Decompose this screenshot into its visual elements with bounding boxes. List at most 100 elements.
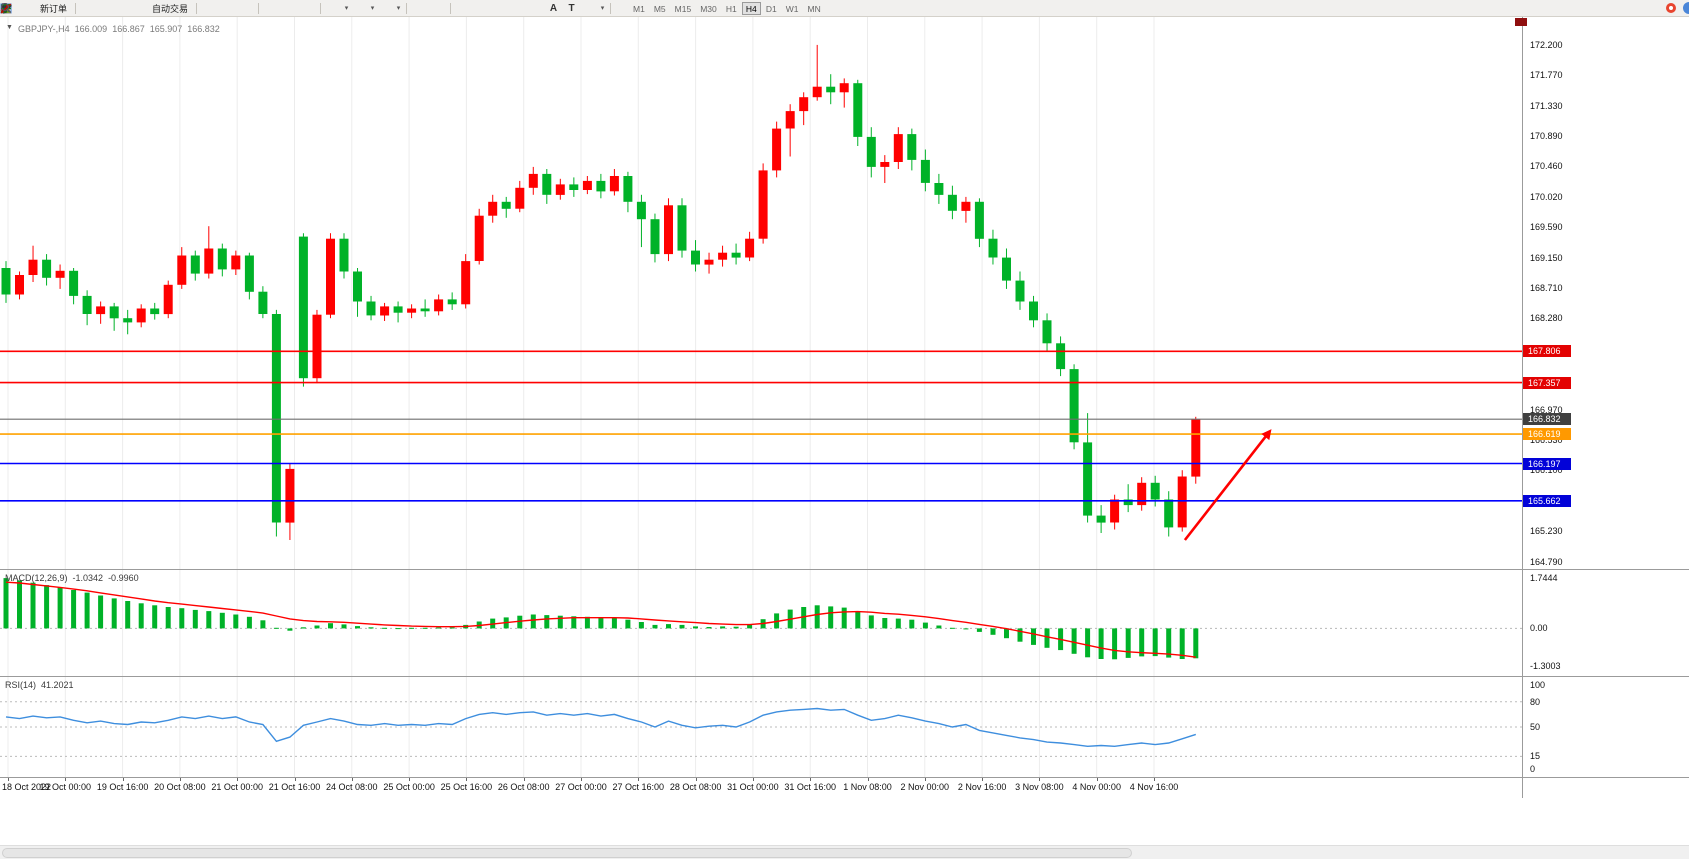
macd-histogram-bar [422, 627, 428, 629]
bar-chart-icon[interactable] [0, 1, 218, 16]
price-label: 166.970 [1530, 404, 1563, 415]
time-label: 21 Oct 16:00 [268, 782, 321, 792]
candle-body [1015, 280, 1025, 302]
macd-histogram-bar [1112, 628, 1118, 660]
macd-histogram-bar [57, 587, 63, 629]
cursor-icon[interactable] [2, 1, 428, 16]
price-label: 170.890 [1530, 131, 1563, 142]
candle-body [298, 236, 308, 379]
periods-dropdown-caret-icon[interactable]: ▾ [370, 5, 375, 12]
time-axis[interactable]: 18 Oct 2022 19 Oct 00:00 19 Oct 16:00 20 Oc… [0, 778, 1689, 797]
trend-arrow-line[interactable] [1183, 433, 1269, 541]
scrollbar-thumb[interactable] [2, 848, 1132, 858]
macd-histogram-bar [584, 616, 590, 629]
candle-body [745, 238, 755, 258]
macd-histogram-bar [328, 623, 333, 629]
macd-histogram-bar [1044, 628, 1050, 648]
auto-trading-button[interactable]: 自动交易 [1, 1, 192, 16]
horizontal-scrollbar[interactable] [0, 845, 1689, 859]
profiles-folder-icon[interactable] [0, 1, 97, 16]
price-scale[interactable]: 167.806 167.357 166.832 166.619 166.197 165.6… [1523, 17, 1689, 798]
candle-body [1123, 499, 1133, 506]
text-tool-icon[interactable]: A [549, 2, 558, 14]
timeframe-button-m30[interactable]: M30 [700, 3, 717, 14]
zoom-in-icon[interactable] [1, 1, 280, 16]
price-label: 170.460 [1530, 161, 1563, 172]
horizontal-line-tool-icon[interactable] [1, 1, 490, 16]
time-tick [752, 778, 754, 781]
macd-histogram-bar [814, 605, 820, 629]
panel-separator[interactable] [0, 676, 1689, 677]
new-order-button[interactable]: 新订单 [0, 1, 71, 16]
price-tag: 167.806 [1523, 345, 1571, 358]
macd-histogram-bar [557, 615, 563, 629]
candle-body [1083, 442, 1093, 516]
indicators-dropdown-caret-icon[interactable]: ▾ [344, 5, 349, 12]
timeframe-button-h4[interactable]: H4 [741, 1, 761, 15]
macd-histogram-bar [936, 625, 942, 629]
indicators-icon[interactable] [0, 1, 342, 16]
arrows-dropdown-caret-icon[interactable]: ▾ [600, 5, 605, 12]
crosshair-icon[interactable] [1, 1, 446, 16]
time-tick [409, 778, 411, 781]
accounts-icon[interactable] [1, 1, 115, 16]
macd-histogram-bar [165, 607, 171, 629]
templates-dropdown-caret-icon[interactable]: ▾ [396, 5, 401, 12]
alerts-icon[interactable] [1, 1, 133, 16]
panel-separator[interactable] [0, 569, 1689, 570]
rsi-scale-label: 80 [1530, 696, 1541, 707]
candle-body [907, 134, 917, 160]
candle-body [623, 176, 633, 202]
timeframe-button-m1[interactable]: M1 [633, 3, 645, 14]
macd-histogram-bar [1004, 628, 1009, 639]
price-label: 164.790 [1530, 556, 1563, 567]
price-chart[interactable] [0, 17, 1522, 569]
arrows-tool-icon[interactable] [1, 1, 598, 16]
timeframe-button-w1[interactable]: W1 [785, 3, 799, 14]
macd-main-value: -1.0342 [72, 573, 104, 583]
periods-clock-icon[interactable] [0, 1, 368, 16]
macd-histogram-bar [192, 609, 198, 629]
candlesticks-icon[interactable] [1, 1, 236, 16]
price-label: 165.230 [1530, 525, 1563, 536]
vertical-line-tool-icon[interactable] [3, 1, 472, 16]
tile-windows-icon[interactable] [0, 1, 316, 16]
timeframe-button-h1[interactable]: H1 [725, 3, 737, 14]
candle-body [880, 162, 890, 167]
fibonacci-tool-icon[interactable] [0, 1, 544, 16]
trend-arrow-head[interactable] [1261, 429, 1272, 441]
line-chart-icon[interactable] [0, 1, 254, 16]
channel-tool-icon[interactable] [0, 1, 526, 16]
candle-body [353, 271, 362, 302]
timeframe-button-m5[interactable]: M5 [653, 3, 666, 14]
ohlc-open: 166.009 [74, 24, 108, 34]
macd-histogram-bar [571, 616, 577, 629]
macd-histogram-bar [733, 626, 739, 629]
timeframe-button-mn[interactable]: MN [807, 3, 821, 14]
zoom-out-icon[interactable] [1, 1, 298, 16]
timeframe-button-m15[interactable]: M15 [674, 3, 692, 14]
macd-name: MACD(12,26,9) [5, 573, 68, 583]
candle-body [434, 299, 444, 312]
search-icon[interactable] [0, 1, 1661, 16]
macd-histogram-bar [598, 617, 604, 629]
macd-histogram-bar [233, 614, 239, 629]
candle-body [677, 205, 687, 251]
time-label: 4 Nov 00:00 [1072, 782, 1121, 792]
rsi-indicator-chart[interactable] [0, 677, 1522, 777]
notification-icon[interactable] [1666, 3, 1676, 13]
time-label: 28 Oct 08:00 [669, 782, 722, 792]
macd-histogram-bar [368, 627, 374, 629]
timeframe-toolbar: M1 M5 M15 M30 H1 H4 D1 W1 MN [629, 1, 825, 15]
new-order-label: 新订单 [40, 3, 68, 14]
time-tick [1154, 778, 1155, 781]
macd-histogram-bar [273, 627, 279, 629]
candle-body [866, 136, 876, 167]
candle-body [1096, 515, 1106, 523]
candle-body [826, 86, 836, 93]
label-tool-icon[interactable]: T [568, 2, 575, 14]
timeframe-button-d1[interactable]: D1 [765, 3, 777, 14]
templates-icon[interactable] [1, 1, 394, 16]
trendline-tool-icon[interactable] [0, 1, 508, 16]
macd-indicator-chart[interactable] [0, 570, 1522, 676]
